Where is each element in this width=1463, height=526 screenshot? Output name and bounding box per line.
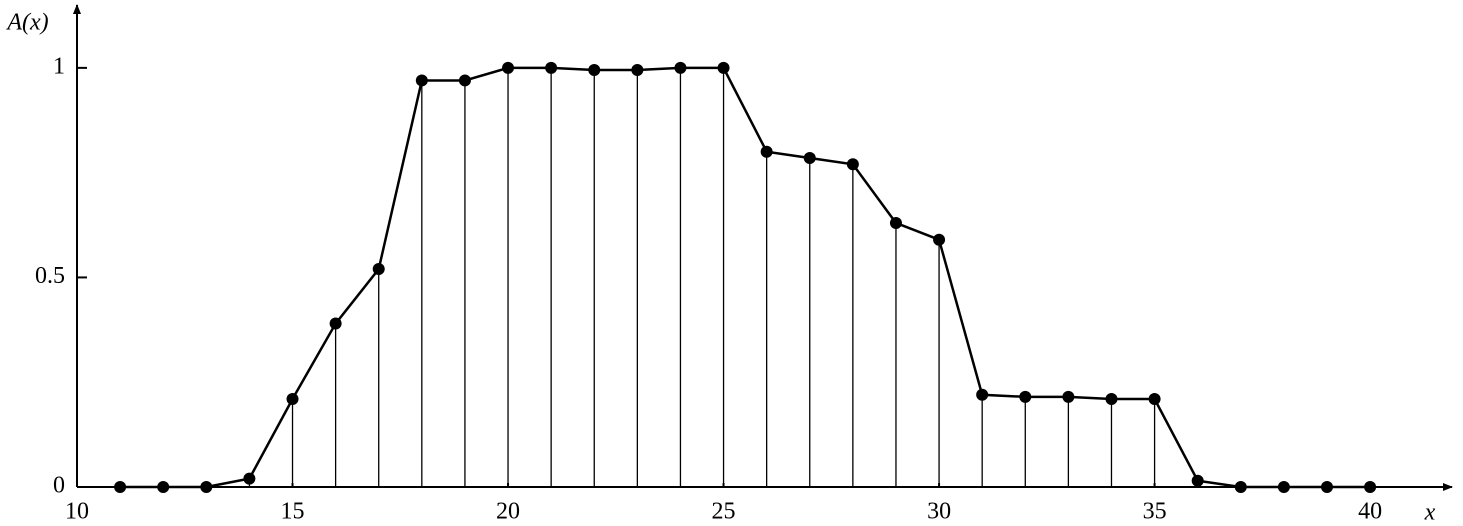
data-point: [1364, 481, 1377, 493]
data-point: [631, 63, 644, 76]
data-point: [1234, 481, 1247, 493]
data-point: [760, 145, 773, 158]
x-tick-label: 15: [281, 499, 305, 525]
y-tick-label: 0.5: [35, 263, 65, 289]
data-point: [372, 263, 385, 276]
data-point: [415, 74, 428, 87]
data-point: [1019, 390, 1032, 403]
data-point: [329, 317, 342, 330]
data-point: [976, 388, 989, 401]
data-point: [1105, 392, 1118, 405]
data-point: [114, 481, 127, 493]
y-axis-label: A(x): [5, 10, 48, 36]
x-tick-label: 10: [65, 499, 89, 525]
y-tick-label: 1: [53, 53, 65, 79]
x-tick-label: 35: [1143, 499, 1167, 525]
data-point: [243, 472, 256, 485]
data-point: [1277, 481, 1290, 493]
x-tick-label: 25: [712, 499, 736, 525]
data-point: [545, 61, 558, 74]
x-tick-label: 20: [496, 499, 520, 525]
x-tick-label: 30: [927, 499, 951, 525]
data-point: [846, 158, 859, 171]
data-point: [933, 233, 946, 246]
x-tick-label: 40: [1358, 499, 1382, 525]
data-point: [286, 392, 299, 405]
data-point: [502, 61, 515, 74]
data-point: [1321, 481, 1333, 493]
data-point: [674, 61, 687, 74]
data-point: [803, 151, 816, 164]
y-tick-label: 0: [53, 473, 65, 499]
data-point: [458, 74, 471, 87]
data-point: [157, 481, 170, 493]
data-point: [1191, 474, 1204, 487]
data-point: [889, 216, 902, 229]
data-point: [200, 481, 213, 493]
data-point: [1062, 390, 1075, 403]
data-line: [120, 66, 1371, 489]
data-point: [588, 63, 601, 76]
x-axis-label: x: [1424, 500, 1436, 526]
data-point: [717, 61, 730, 74]
data-point: [1148, 392, 1161, 405]
